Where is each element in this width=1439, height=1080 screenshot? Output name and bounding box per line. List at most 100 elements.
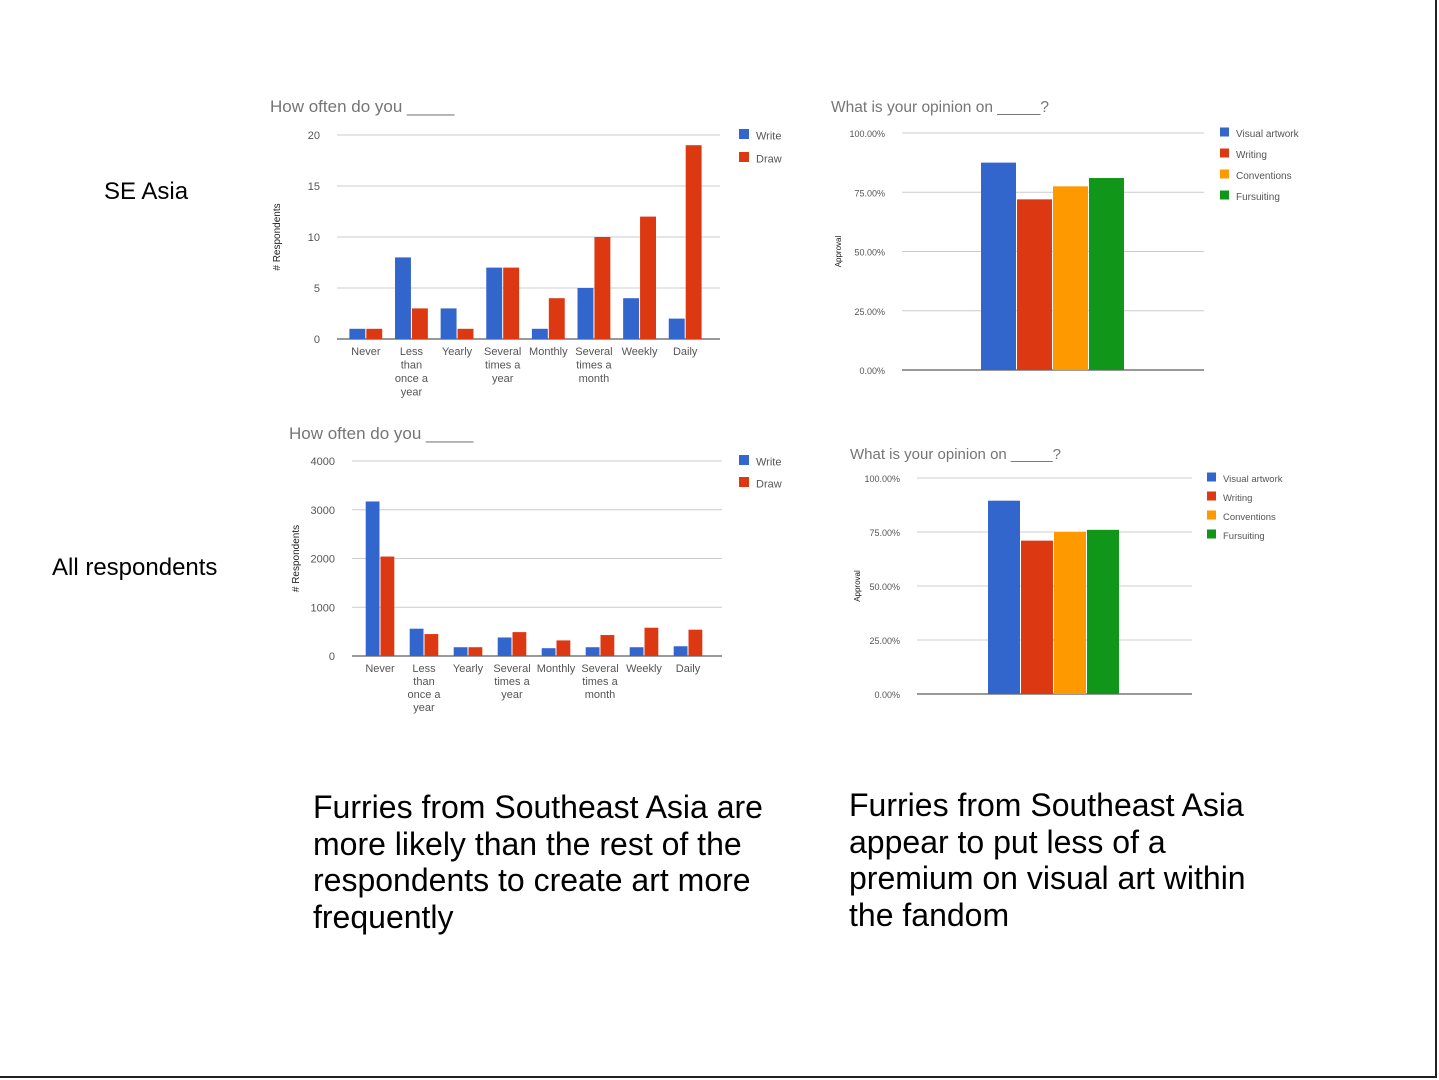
bar-draw: [644, 627, 659, 656]
chart-title: How often do you _____: [289, 424, 474, 443]
legend-swatch-draw: [739, 477, 749, 487]
y-tick-label: 50.00%: [869, 582, 900, 592]
x-tick-label: than: [413, 676, 434, 688]
bar-draw: [512, 632, 527, 656]
x-tick-label: month: [585, 689, 616, 701]
bar-writing: [1021, 540, 1053, 694]
legend-swatch-write: [739, 455, 749, 465]
x-tick-label: Several: [575, 346, 612, 358]
bar-draw: [685, 145, 702, 339]
x-tick-label: than: [401, 360, 422, 372]
y-tick-label: 20: [308, 130, 320, 142]
y-tick-label: 3000: [311, 505, 335, 517]
x-tick-label: Never: [351, 346, 381, 358]
bar-draw: [366, 328, 383, 339]
bar-write: [349, 328, 366, 339]
y-tick-label: 75.00%: [854, 188, 885, 198]
x-tick-label: Monthly: [529, 346, 568, 358]
legend-label-visual-artwork: Visual artwork: [1236, 129, 1300, 140]
se-asia-frequency-chart: How often do you _____ 0 5 10 15 20 # Responde…: [270, 97, 782, 399]
legend-label-writing: Writing: [1223, 493, 1252, 504]
bar-draw: [503, 267, 520, 339]
x-tick-label: Less: [400, 346, 424, 358]
y-axis-label: Approval: [853, 570, 862, 602]
y-tick-label: 4000: [311, 456, 335, 468]
x-tick-label: once a: [395, 373, 429, 385]
x-tick-label: Weekly: [622, 346, 658, 358]
legend-swatch-visual-artwork: [1207, 472, 1216, 482]
legend-swatch-draw: [739, 152, 749, 162]
y-tick-label: 5: [314, 283, 320, 295]
y-tick-label: 10: [308, 232, 320, 244]
legend-label-draw: Draw: [756, 479, 782, 491]
y-tick-label: 50.00%: [854, 248, 885, 258]
bar-write: [497, 637, 512, 656]
legend-swatch-fursuiting: [1207, 529, 1216, 539]
x-tick-label: Several: [493, 663, 530, 675]
y-tick-label: 15: [308, 181, 320, 193]
caption-left: Furries from Southeast Asia are more lik…: [313, 789, 763, 935]
x-tick-label: times a: [576, 360, 612, 372]
chart-title: What is your opinion on _____?: [850, 446, 1061, 463]
chart-title: What is your opinion on _____?: [831, 99, 1049, 116]
x-tick-label: Weekly: [626, 663, 662, 675]
bar-draw: [380, 556, 395, 656]
y-tick-label: 2000: [311, 554, 335, 566]
x-tick-label: Several: [484, 346, 521, 358]
legend-label-conventions: Conventions: [1223, 512, 1276, 523]
x-tick-label: year: [413, 702, 435, 714]
x-tick-label: year: [492, 373, 514, 385]
bar-draw: [411, 308, 428, 339]
y-tick-label: 75.00%: [869, 528, 900, 538]
chart-title: How often do you _____: [270, 97, 455, 116]
bar-write: [629, 647, 644, 656]
bar-write: [577, 288, 594, 339]
legend-label-write: Write: [756, 457, 781, 469]
x-tick-label: Never: [365, 663, 395, 675]
se-asia-opinion-chart: What is your opinion on _____? 0.00% 25.00…: [831, 99, 1300, 376]
bar-draw: [424, 634, 439, 656]
row-label-all-respondents: All respondents: [52, 554, 218, 581]
bar-visual-artwork: [981, 162, 1016, 370]
bar-write: [541, 648, 556, 656]
y-tick-label: 25.00%: [869, 636, 900, 646]
x-tick-label: times a: [582, 676, 618, 688]
y-axis-label: Approval: [834, 235, 843, 267]
caption-right: Furries from Southeast Asia appear to pu…: [849, 787, 1246, 933]
bar-write: [673, 646, 688, 656]
bar-draw: [457, 328, 474, 339]
legend-swatch-conventions: [1207, 510, 1216, 520]
bar-write: [395, 257, 411, 339]
legend-label-fursuiting: Fursuiting: [1223, 531, 1265, 542]
bar-write: [585, 647, 600, 656]
bar-write: [668, 318, 685, 339]
y-axis-label: # Respondents: [291, 525, 302, 592]
x-tick-label: Daily: [673, 346, 698, 358]
legend-label-draw: Draw: [756, 154, 782, 166]
bar-write: [531, 328, 548, 339]
x-tick-label: year: [501, 689, 523, 701]
x-tick-label: times a: [485, 360, 521, 372]
all-frequency-chart: How often do you _____ 0 1000 2000 3000 4000 #…: [289, 424, 782, 714]
bar-draw: [600, 635, 615, 656]
bar-write: [486, 267, 503, 339]
y-tick-label: 100.00%: [849, 129, 885, 139]
y-tick-label: 0.00%: [874, 690, 900, 700]
bar-fursuiting: [1089, 178, 1124, 370]
bar-draw: [468, 647, 483, 656]
legend-swatch-fursuiting: [1220, 190, 1229, 200]
y-tick-label: 100.00%: [864, 474, 900, 484]
bar-draw: [688, 629, 703, 656]
x-tick-label: Yearly: [442, 346, 473, 358]
legend-label-write: Write: [756, 131, 781, 143]
bar-draw: [594, 237, 611, 339]
legend-label-visual-artwork: Visual artwork: [1223, 474, 1283, 485]
x-tick-label: Monthly: [537, 663, 576, 675]
y-tick-label: 0: [329, 651, 335, 663]
legend-swatch-write: [739, 129, 749, 139]
x-tick-label: Less: [412, 663, 436, 675]
y-tick-label: 0.00%: [859, 366, 885, 376]
x-tick-label: year: [401, 387, 423, 399]
bar-visual-artwork: [988, 500, 1020, 694]
